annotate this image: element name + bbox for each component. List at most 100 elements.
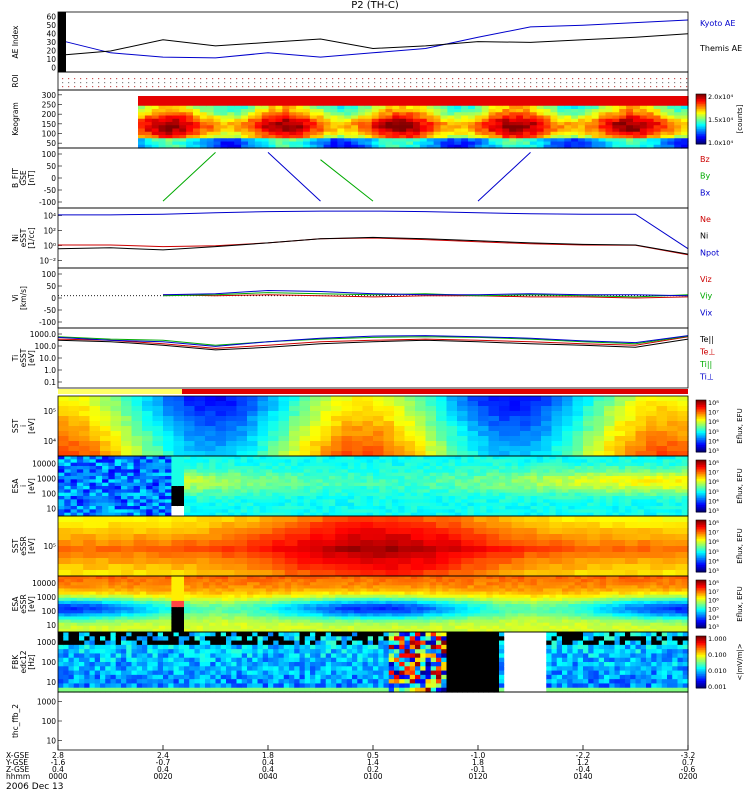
keogram-cell bbox=[557, 112, 565, 117]
sst-i-cell bbox=[436, 421, 448, 427]
sst-e-cell bbox=[310, 552, 324, 559]
keogram-cell bbox=[474, 141, 483, 146]
sst-i-cell bbox=[247, 401, 259, 407]
roi-dot bbox=[476, 86, 478, 88]
sst-i-cell bbox=[656, 446, 668, 452]
sst-i-cell bbox=[646, 446, 658, 452]
sst-i-cell bbox=[415, 446, 427, 452]
sst-e-cell bbox=[310, 546, 324, 553]
keogram-cell bbox=[303, 135, 311, 139]
sst-e-cell bbox=[146, 546, 160, 553]
keogram-cell bbox=[330, 109, 338, 113]
keogram-cell bbox=[261, 141, 270, 146]
esa-i-cell bbox=[139, 486, 147, 490]
esa-i-cell bbox=[58, 462, 65, 467]
esa_e-colorbar-tick: 10⁵ bbox=[708, 605, 719, 613]
esa-i-cell bbox=[373, 466, 380, 470]
ti-ylabel: Ti bbox=[11, 355, 20, 362]
esa-i-cell bbox=[625, 486, 632, 490]
esa_e-colorbar-cell bbox=[696, 583, 706, 586]
keogram-cell bbox=[364, 128, 373, 133]
esa-i-cell bbox=[379, 466, 387, 470]
esa-i-cell bbox=[511, 479, 519, 484]
esa-i-cell bbox=[499, 509, 506, 514]
keogram-cell bbox=[619, 112, 627, 117]
roi-dot bbox=[638, 78, 640, 80]
esa-i-cell bbox=[505, 486, 513, 490]
keogram-cell bbox=[220, 105, 228, 110]
sst_i-colorbar-cell bbox=[696, 432, 706, 436]
sst-e-cell bbox=[625, 570, 639, 577]
roi-dot bbox=[92, 82, 94, 84]
sst-i-cell bbox=[677, 406, 689, 412]
sst-i-cell bbox=[299, 416, 311, 422]
esa-i-cell bbox=[114, 496, 122, 500]
keogram-cell bbox=[206, 115, 215, 120]
keogram-colorbar-cell bbox=[696, 139, 706, 142]
keogram-cell bbox=[268, 102, 277, 107]
keogram-cell bbox=[337, 141, 345, 146]
esa-i-cell bbox=[517, 499, 525, 504]
keogram-cell bbox=[261, 99, 270, 104]
sst-i-cell bbox=[362, 421, 374, 427]
esa-i-cell bbox=[259, 486, 267, 490]
keogram-cell bbox=[261, 144, 270, 149]
esa-i-cell bbox=[625, 476, 632, 480]
sst-i-cell bbox=[646, 441, 658, 447]
fbk-ytick-label: 1000 bbox=[37, 638, 56, 647]
esa-i-cell bbox=[139, 499, 147, 504]
keogram-cell bbox=[371, 105, 380, 110]
sst-e-cell bbox=[410, 516, 424, 523]
keogram-cell bbox=[199, 131, 208, 136]
keogram-cell bbox=[426, 99, 435, 104]
keogram-cell bbox=[598, 135, 607, 139]
keogram-cell bbox=[660, 131, 668, 136]
esa-i-cell bbox=[429, 512, 437, 517]
esa-i-cell bbox=[492, 509, 500, 514]
esa-i-cell bbox=[669, 456, 676, 460]
keogram-cell bbox=[543, 122, 552, 126]
keogram-cell bbox=[591, 118, 600, 123]
esa-i-cell bbox=[247, 456, 254, 460]
keogram-cell bbox=[303, 144, 311, 149]
sst-i-cell bbox=[121, 401, 133, 407]
keogram-cell bbox=[536, 102, 545, 107]
esa-i-cell bbox=[612, 469, 620, 474]
esa-i-cell bbox=[536, 502, 544, 507]
sst-e-cell bbox=[360, 558, 374, 565]
roi-dot bbox=[74, 78, 76, 80]
sst-e-cell bbox=[247, 522, 261, 529]
esa-i-cell bbox=[234, 499, 242, 504]
esa-i-cell bbox=[133, 476, 141, 480]
sst-i-cell bbox=[562, 401, 574, 407]
keogram-cell bbox=[323, 135, 332, 139]
esa-i-cell bbox=[247, 486, 254, 490]
keogram-cell bbox=[681, 135, 689, 139]
keogram-cell bbox=[681, 128, 689, 133]
keogram-cell bbox=[557, 138, 565, 143]
roi-dot bbox=[248, 86, 250, 88]
esa-i-cell bbox=[404, 482, 412, 487]
esa-i-cell bbox=[373, 509, 380, 514]
keogram-cell bbox=[303, 112, 311, 117]
esa_i-colorbar-cell bbox=[696, 475, 706, 478]
keogram-cell bbox=[633, 122, 641, 126]
sst-i-cell bbox=[184, 431, 196, 437]
sst-i-cell bbox=[173, 406, 185, 412]
esa-i-cell bbox=[599, 509, 607, 514]
esa-i-cell bbox=[108, 466, 116, 470]
esa-i-cell bbox=[366, 489, 374, 494]
esa-i-cell bbox=[580, 472, 588, 477]
roi-dot bbox=[296, 82, 298, 84]
esa-i-cell bbox=[599, 459, 607, 464]
keogram-cell bbox=[419, 122, 428, 126]
roi-dot bbox=[374, 78, 376, 80]
keogram-cell bbox=[392, 135, 400, 139]
esa-i-cell bbox=[454, 486, 462, 490]
esa-i-cell bbox=[675, 502, 683, 507]
esa-i-cell bbox=[436, 466, 443, 470]
esa-i-cell bbox=[517, 456, 525, 460]
keogram-cell bbox=[371, 102, 380, 107]
sst-e-cell bbox=[196, 546, 210, 553]
sst-i-cell bbox=[184, 406, 196, 412]
